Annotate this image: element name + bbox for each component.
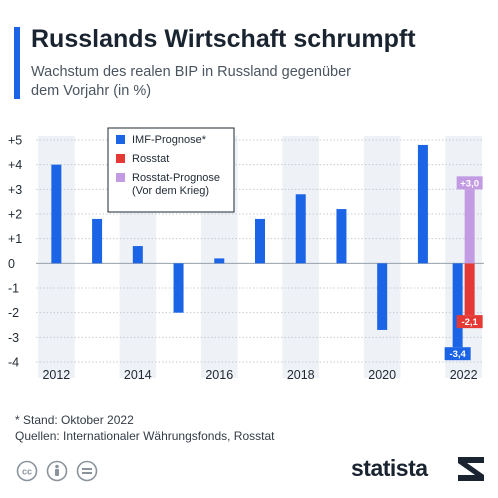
legend-label: Rosstat-Prognose (132, 172, 220, 184)
year-band-2022 (445, 136, 482, 378)
legend-swatch-0 (116, 135, 125, 144)
bar-rosstat-forecast-2022 (464, 189, 475, 264)
legend-label: (Vor dem Krieg) (132, 185, 209, 197)
footnote-sources: Quellen: Internationaler Währungsfonds, … (15, 429, 275, 443)
data-label-box (444, 347, 471, 361)
bar-imf-2022 (452, 263, 463, 348)
data-label: +3,0 (460, 178, 479, 189)
data-label-box (456, 315, 483, 329)
title-accent-bar (14, 27, 20, 99)
x-tick-label: 2022 (450, 368, 478, 382)
data-label: -3,4 (449, 349, 466, 360)
svg-text:cc: cc (22, 467, 32, 477)
bar-imf-2013 (92, 218, 103, 264)
no-derivatives-icon (76, 460, 98, 482)
data-label: -2,1 (461, 317, 478, 328)
statista-logo-text: statista (351, 455, 428, 481)
data-label-box (456, 176, 483, 190)
bar-imf-2019 (336, 209, 347, 264)
bar-imf-2015 (173, 263, 184, 313)
y-tick-label: -4 (8, 356, 19, 370)
y-tick-label: +4 (8, 158, 22, 172)
x-tick-label: 2020 (368, 368, 396, 382)
footnote-status: * Stand: Oktober 2022 (15, 413, 134, 427)
attribution-icon (46, 460, 68, 482)
y-tick-label: +2 (8, 208, 22, 222)
cc-icon: cc (16, 460, 38, 482)
x-tick-label: 2012 (42, 368, 70, 382)
chart-subtitle: Wachstum des realen BIP in Russland gege… (31, 64, 351, 99)
x-tick-label: 2018 (287, 368, 315, 382)
x-tick-label: 2016 (205, 368, 233, 382)
legend-swatch-2 (116, 173, 125, 182)
statista-logo-icon (458, 457, 484, 481)
bar-rosstat-2022 (464, 263, 475, 316)
bar-imf-2012 (51, 164, 62, 264)
bar-imf-2018 (295, 194, 306, 264)
y-tick-label: 0 (8, 257, 15, 271)
y-tick-label: -3 (8, 331, 19, 345)
bar-imf-2014 (132, 246, 143, 264)
chart-title: Russlands Wirtschaft schrumpft (31, 25, 416, 53)
y-tick-label: -1 (8, 282, 19, 296)
legend-swatch-1 (116, 154, 125, 163)
license-icons: cc (16, 460, 98, 482)
bar-chart: +5 +4 +3 +2 +1 0 -1 -2 -3 -4 2012 2014 2016 2018 2020 2… (8, 127, 484, 382)
footnote: * Stand: Oktober 2022 Quellen: Internati… (15, 412, 274, 444)
y-tick-label: -2 (8, 306, 19, 320)
y-tick-label: +5 (8, 134, 22, 148)
x-tick-label: 2014 (124, 368, 152, 382)
legend-box (107, 127, 235, 213)
year-band-2020 (363, 136, 401, 378)
y-tick-label: +3 (8, 183, 22, 197)
y-tick-label: +1 (8, 232, 22, 246)
bar-imf-2017 (255, 218, 265, 264)
legend-label: IMF-Prognose* (132, 134, 207, 146)
legend-label: Rosstat (132, 153, 169, 165)
bar-imf-2020 (377, 263, 388, 330)
bar-imf-2016 (214, 258, 225, 264)
bar-imf-2021 (417, 144, 428, 264)
